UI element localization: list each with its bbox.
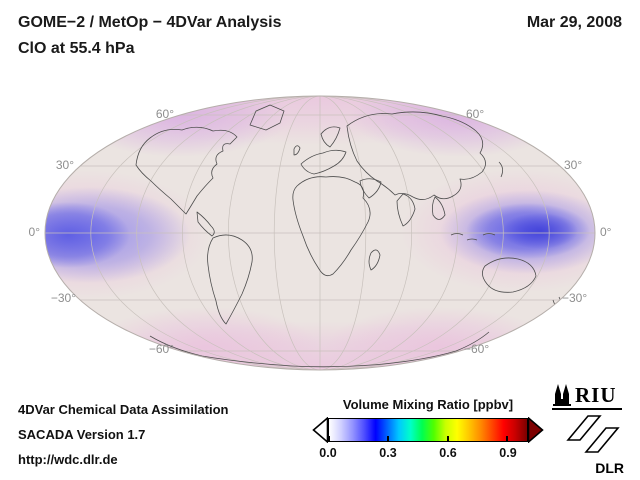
colorbar-tick-label: 0.3 xyxy=(379,446,397,460)
page-subtitle: ClO at 55.4 hPa xyxy=(18,40,135,57)
dlr-emblem-icon xyxy=(566,415,620,453)
colorbar-tick-mark xyxy=(446,436,449,441)
dlr-logo-text: DLR xyxy=(595,460,624,476)
riu-logo-text: RIU xyxy=(575,383,617,407)
colorbar-tick-mark xyxy=(328,436,330,441)
colorbar-tick-mark xyxy=(506,436,509,441)
riu-logo: RIU xyxy=(552,382,622,410)
colorbar-tick-label: 0.6 xyxy=(439,446,457,460)
colorbar-tick-labels: 0.0 0.3 0.6 0.9 xyxy=(319,443,528,460)
colorbar-gradient xyxy=(328,418,528,442)
page-title: GOME−2 / MetOp − 4DVar Analysis xyxy=(18,14,282,31)
lat-label-right-30n: 30° xyxy=(564,158,583,172)
footer-line-version: SACADA Version 1.7 xyxy=(18,427,146,442)
lat-label-right-60s: −60° xyxy=(464,342,490,356)
lat-label-left-30n: 30° xyxy=(55,158,74,172)
colorbar: Volume Mixing Ratio [ppbv] 0.0 0.3 0.6 0.9 xyxy=(312,397,548,460)
coastlines xyxy=(135,104,564,368)
colorbar-tick-label: 0.0 xyxy=(319,446,337,460)
colorbar-title: Volume Mixing Ratio [ppbv] xyxy=(342,397,514,412)
colorbar-right-arrow-icon xyxy=(528,417,544,443)
lat-label-left-60n: 60° xyxy=(155,107,174,121)
footer-line-url: http://wdc.dlr.de xyxy=(18,452,118,467)
lat-label-left-30s: −30° xyxy=(50,291,76,305)
map-outline xyxy=(44,95,596,371)
lat-label-left-60s: −60° xyxy=(148,342,174,356)
lat-label-right-60n: 60° xyxy=(466,107,485,121)
lat-label-right-0: 0° xyxy=(600,225,612,239)
colorbar-bar xyxy=(312,417,548,443)
dlr-logo: DLR xyxy=(566,414,624,476)
lat-label-right-30s: −30° xyxy=(562,291,588,305)
colorbar-tick-label: 0.9 xyxy=(499,446,517,460)
date-label: Mar 29, 2008 xyxy=(526,14,622,31)
colorbar-left-arrow-icon xyxy=(312,417,328,443)
colorbar-tick-mark xyxy=(387,436,390,441)
lat-label-left-0: 0° xyxy=(28,225,40,239)
world-map xyxy=(44,95,596,371)
footer-line-assimilation: 4DVar Chemical Data Assimilation xyxy=(18,402,229,417)
graticule xyxy=(45,96,595,370)
cathedral-icon xyxy=(553,384,571,406)
